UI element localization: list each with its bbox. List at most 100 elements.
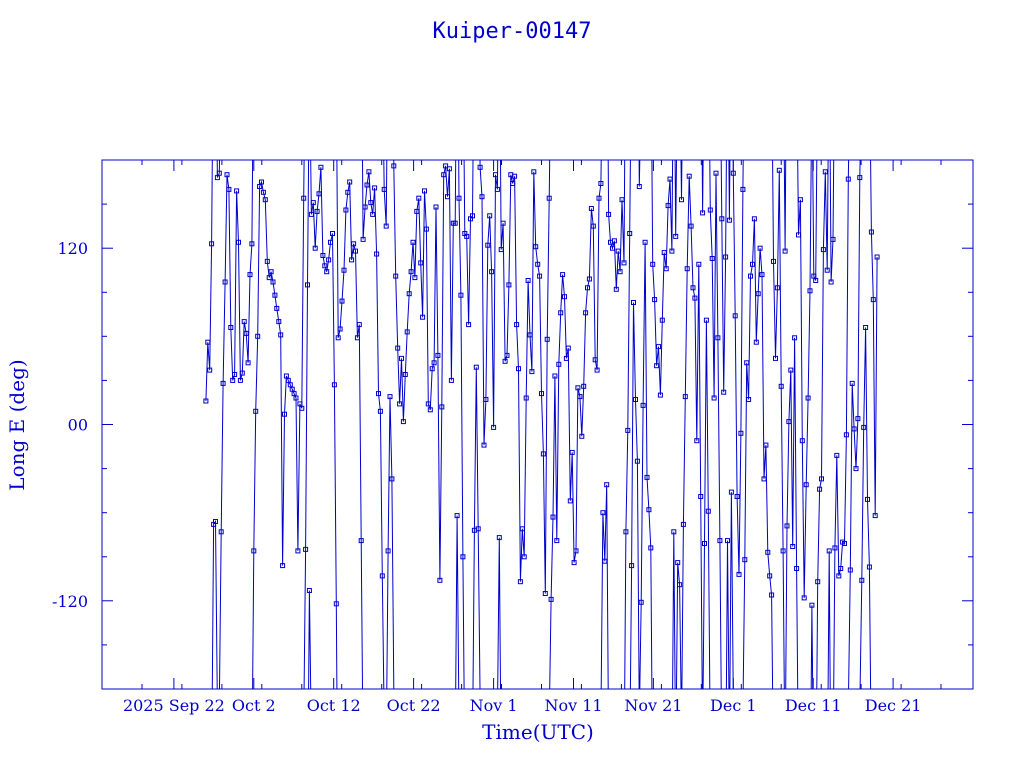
data-point (517, 579, 523, 585)
data-point (696, 261, 702, 267)
data-point (761, 476, 767, 482)
data-point (715, 335, 721, 341)
data-point (397, 401, 403, 407)
data-point (588, 206, 594, 211)
data-point (500, 220, 506, 226)
data-point (797, 197, 803, 203)
data-point (228, 325, 234, 330)
data-point (817, 486, 823, 492)
data-point (690, 285, 696, 291)
data-point (611, 238, 617, 244)
y-axis-label: Long E (deg) (5, 359, 29, 490)
data-point (464, 233, 470, 239)
data-point (542, 591, 548, 596)
data-point (604, 482, 610, 488)
data-point (272, 292, 278, 298)
data-point (872, 513, 878, 519)
data-point (278, 332, 284, 338)
data-point (510, 181, 516, 186)
data-point (571, 560, 577, 566)
data-point (295, 548, 301, 554)
data-point (209, 241, 215, 247)
data-point (445, 194, 450, 200)
data-point (264, 258, 270, 264)
data-point (640, 402, 646, 408)
x-tick-label: Dec 1 (710, 696, 757, 715)
data-point (491, 424, 497, 430)
data-point (360, 236, 366, 242)
data-point (364, 182, 370, 188)
data-point (452, 220, 458, 226)
data-point (667, 176, 673, 182)
data-point (224, 172, 230, 178)
data-point (663, 266, 669, 272)
data-point (241, 319, 247, 325)
data-point (682, 394, 688, 400)
data-point (732, 313, 738, 319)
data-point (707, 207, 713, 213)
data-point (483, 397, 489, 402)
y-tick-label: 00 (68, 416, 88, 435)
data-point (661, 250, 667, 256)
data-point (477, 164, 483, 170)
data-point (776, 167, 782, 173)
data-point (740, 186, 746, 192)
data-point (659, 317, 665, 323)
data-point (842, 541, 847, 546)
data-point (851, 426, 857, 432)
data-point (573, 548, 579, 554)
data-point (679, 197, 684, 203)
x-axis-label: Time(UTC) (482, 720, 594, 744)
data-point (312, 245, 318, 251)
data-point (782, 248, 788, 254)
data-point (222, 279, 228, 285)
data-point (203, 398, 209, 404)
data-point (746, 397, 752, 402)
data-point (385, 548, 391, 554)
data-point (702, 541, 707, 546)
data-point (698, 494, 704, 499)
data-point (305, 282, 310, 288)
data-point (276, 319, 282, 325)
data-point (828, 279, 834, 285)
data-point (585, 285, 590, 291)
data-point (805, 395, 811, 401)
data-point (326, 257, 332, 263)
data-point (473, 364, 479, 370)
data-point (721, 389, 727, 395)
x-tick-label: Dec 11 (785, 696, 842, 715)
data-point (567, 498, 573, 504)
data-point (634, 458, 640, 464)
data-point (836, 573, 842, 579)
data-point (391, 163, 397, 169)
data-point (730, 170, 736, 176)
data-point (757, 245, 763, 251)
data-point (377, 408, 383, 414)
data-point (226, 186, 232, 192)
data-point (347, 179, 353, 185)
data-point (627, 231, 633, 236)
data-point (606, 211, 612, 217)
data-point (253, 408, 259, 414)
data-point (799, 438, 805, 444)
data-point (247, 272, 253, 278)
data-point (537, 273, 543, 279)
data-point (535, 261, 541, 267)
data-point (669, 248, 675, 254)
data-point (794, 566, 800, 571)
data-point (771, 258, 776, 264)
data-point (834, 452, 840, 458)
x-tick-label: Oct 22 (387, 696, 441, 715)
data-point (629, 563, 635, 569)
data-point (320, 253, 326, 258)
data-point (824, 267, 830, 273)
data-point (554, 538, 560, 544)
data-point (435, 352, 441, 358)
data-point (341, 267, 347, 273)
data-point (619, 197, 625, 203)
axis-ticks (101, 159, 973, 690)
data-point (324, 269, 330, 275)
data-point (755, 291, 761, 297)
data-point (539, 391, 544, 397)
data-point (339, 298, 345, 304)
